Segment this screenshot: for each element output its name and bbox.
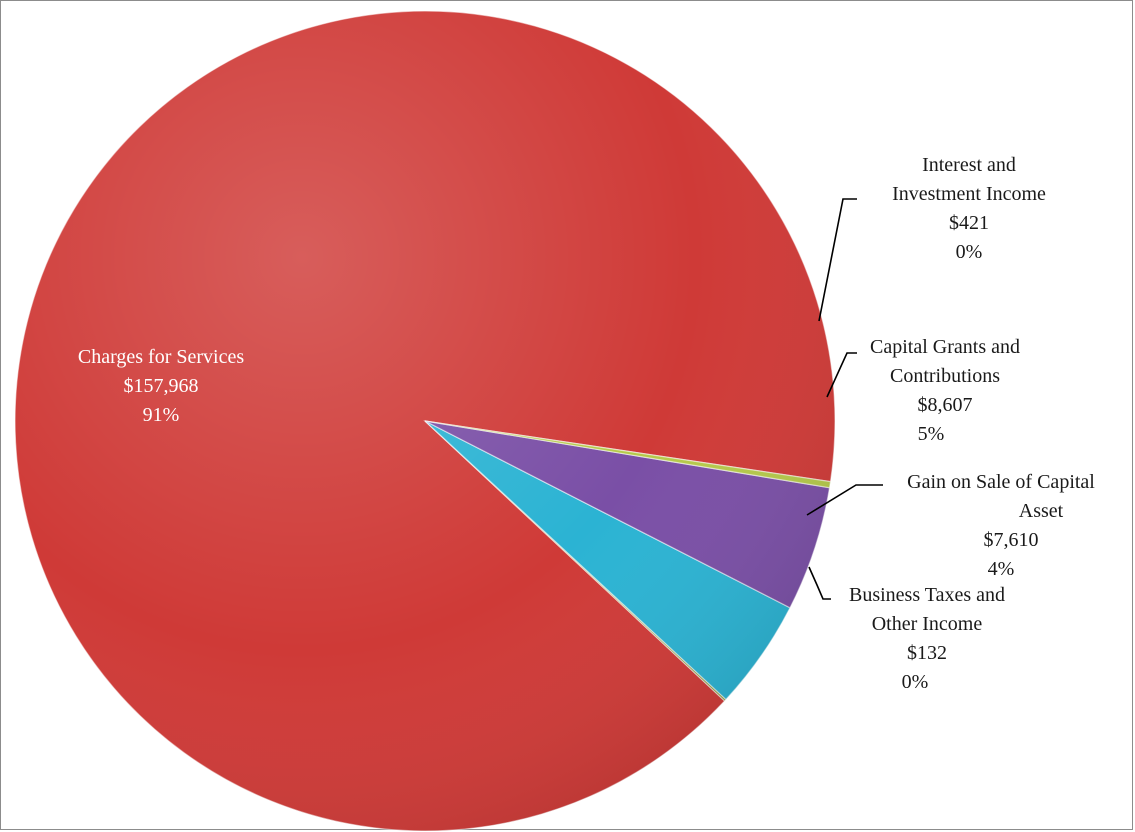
leader-line-capital-grants-and-contributions (826, 352, 857, 398)
data-label-gain-on-sale-of-capital-asset-line-1: Gain on Sale of Capital (907, 471, 1095, 493)
data-label-charges-for-services-line-2: $157,968 (124, 375, 199, 397)
leader-line-gain-on-sale-of-capital-asset (806, 484, 883, 516)
data-label-interest-and-investment-income-line-1: Interest and (922, 154, 1016, 176)
data-label-interest-and-investment-income-line-2: Investment Income (892, 183, 1046, 205)
leader-line-interest-and-investment-income (818, 198, 857, 322)
data-label-gain-on-sale-of-capital-asset-line-4: 4% (988, 558, 1015, 580)
data-label-gain-on-sale-of-capital-asset-line-2: Asset (1019, 500, 1064, 522)
data-label-business-taxes-and-other-income-line-3: $132 (907, 642, 947, 664)
labels-group: Charges for Services $157,968 91% Business … (78, 154, 1095, 693)
data-label-charges-for-services-line-3: 91% (143, 404, 180, 426)
data-label-interest-and-investment-income-line-4: 0% (956, 241, 983, 263)
data-label-interest-and-investment-income-line-3: $421 (949, 212, 989, 234)
data-label-capital-grants-and-contributions-line-3: $8,607 (918, 394, 973, 416)
leader-line-business-taxes-and-other-income (808, 566, 831, 600)
data-label-capital-grants-and-contributions-line-1: Capital Grants and (870, 336, 1020, 358)
data-label-capital-grants-and-contributions-line-4: 5% (918, 423, 945, 445)
data-label-charges-for-services-line-1: Charges for Services (78, 346, 244, 368)
data-label-business-taxes-and-other-income-line-2: Other Income (872, 613, 983, 635)
data-label-capital-grants-and-contributions-line-2: Contributions (890, 365, 1000, 387)
slices-group (14, 10, 836, 831)
data-label-business-taxes-and-other-income-line-4: 0% (902, 671, 929, 693)
data-label-gain-on-sale-of-capital-asset-line-3: $7,610 (984, 529, 1039, 551)
leaders-group (806, 198, 883, 600)
data-label-business-taxes-and-other-income-line-1: Business Taxes and (849, 584, 1005, 606)
